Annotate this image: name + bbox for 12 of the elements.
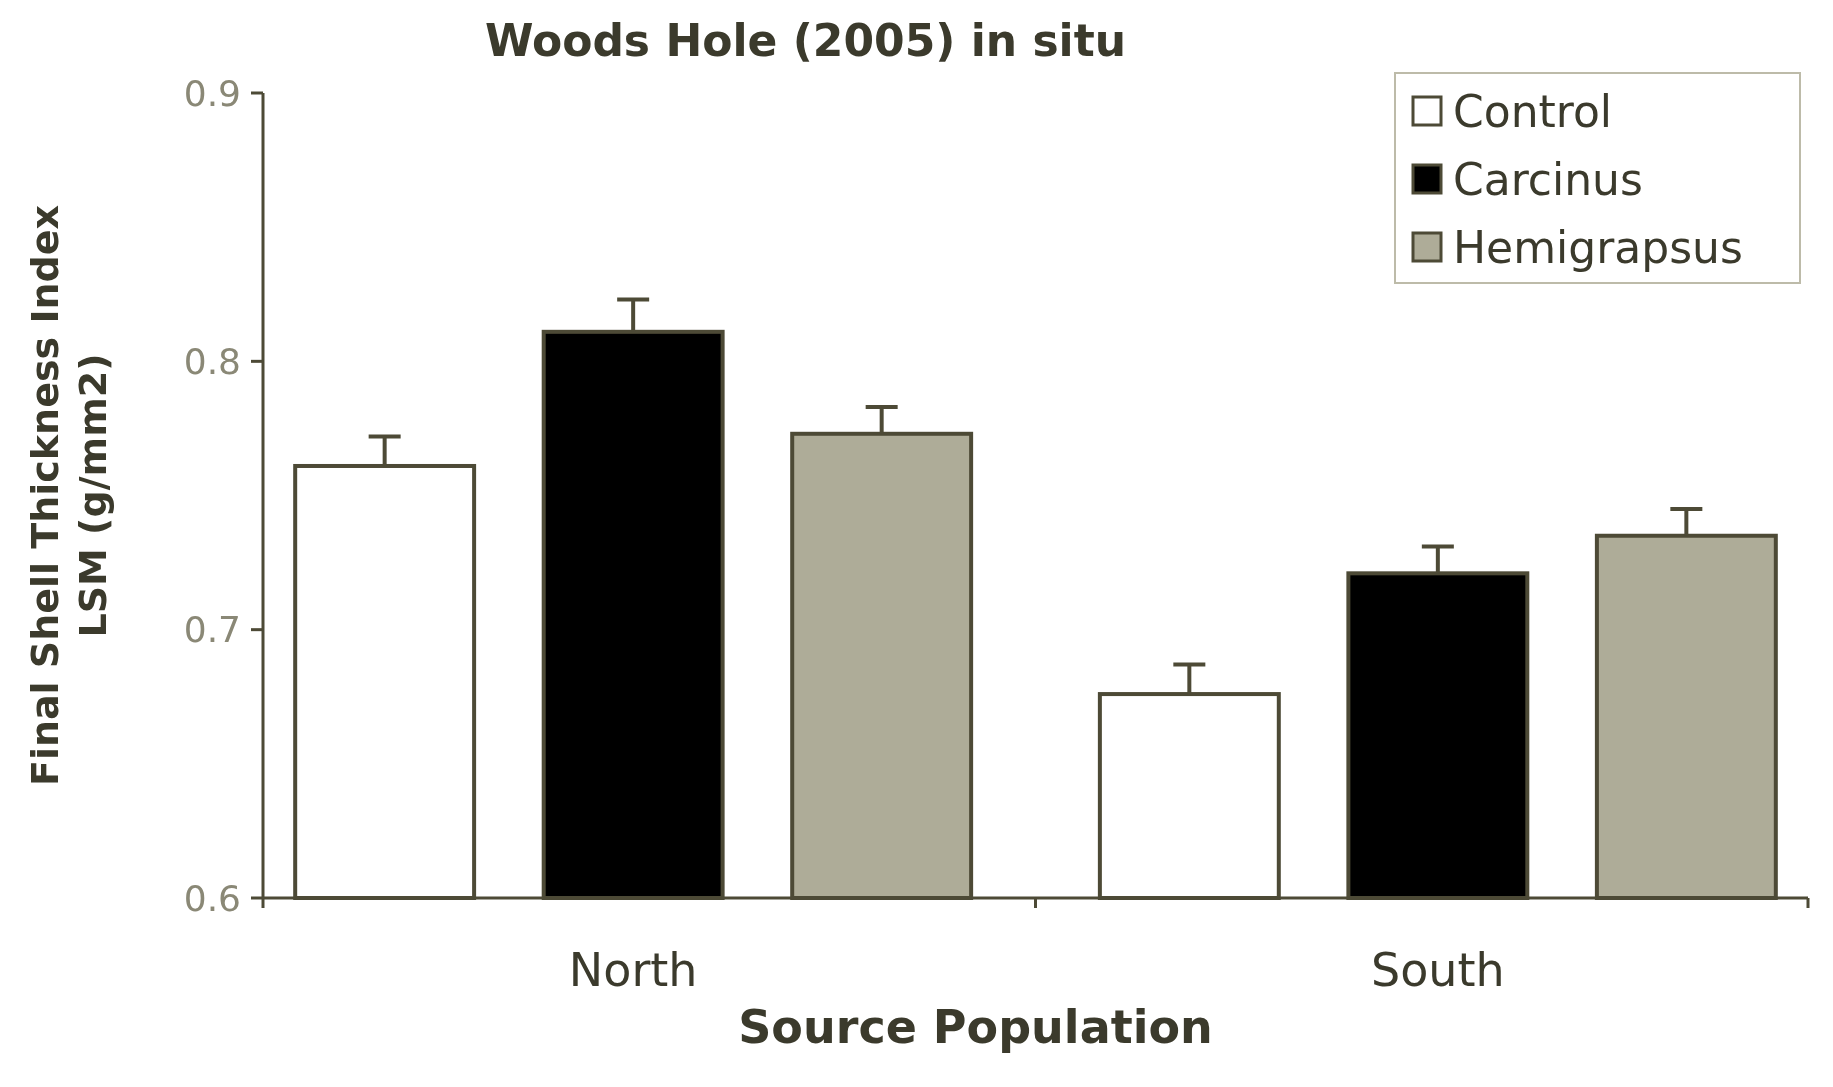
y-tick-label: 0.9 [183, 72, 241, 114]
x-axis-title: Source Population [738, 1000, 1213, 1054]
y-tick-label: 0.8 [183, 340, 241, 382]
x-tick-label: North [568, 943, 698, 997]
y-tick-label: 0.7 [183, 609, 241, 651]
legend-label: Control [1453, 85, 1613, 137]
chart-title: Woods Hole (2005) in situ [484, 15, 1127, 66]
legend-label: Carcinus [1453, 153, 1643, 205]
x-tick-label: South [1371, 943, 1505, 997]
y-axis-title: Final Shell Thickness Index LSM (g/mm2) [23, 204, 115, 787]
legend-label: Hemigrapsus [1453, 221, 1743, 273]
y-tick-label: 0.6 [183, 877, 241, 919]
